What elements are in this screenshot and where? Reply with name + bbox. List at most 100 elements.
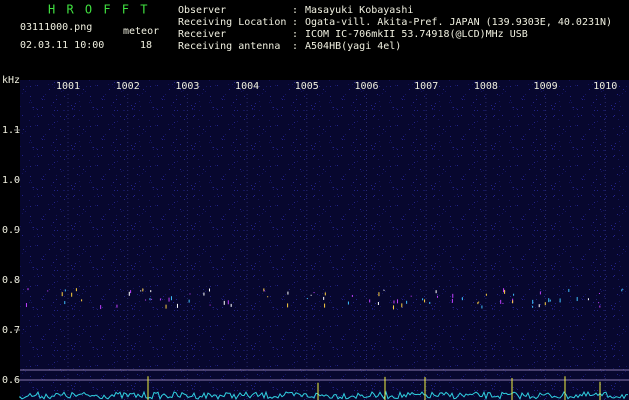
- echo: [621, 289, 623, 292]
- file-name: 03111000.png: [20, 22, 92, 33]
- info-value: ICOM IC-706mkII 53.74918(@LCD)MHz USB: [305, 29, 528, 40]
- echo: [544, 302, 546, 306]
- echo: [452, 293, 454, 298]
- y-tick-label: 0.7: [2, 325, 20, 336]
- info-colon: :: [292, 5, 298, 16]
- echo: [230, 303, 232, 307]
- info-colon: :: [292, 41, 298, 52]
- echo: [451, 298, 453, 303]
- echo: [151, 298, 153, 300]
- x-tick-label: 1004: [235, 81, 259, 92]
- date-time: 02.03.11 10:00: [20, 40, 104, 51]
- echo: [598, 302, 600, 304]
- echo: [130, 290, 132, 294]
- echo: [532, 305, 534, 308]
- echo: [47, 290, 49, 292]
- echo: [313, 292, 315, 294]
- echo: [324, 303, 326, 308]
- echo: [140, 290, 142, 292]
- echo: [406, 300, 408, 304]
- echo: [263, 288, 265, 292]
- x-tick-label: 1007: [414, 81, 438, 92]
- echo: [485, 293, 487, 296]
- info-label: Observer: [178, 5, 226, 16]
- echo: [568, 288, 570, 292]
- meteor-label: meteor: [123, 26, 159, 37]
- info-value: Masayuki Kobayashi: [305, 5, 413, 16]
- echo: [324, 292, 326, 296]
- echo: [532, 299, 534, 304]
- echo: [263, 290, 265, 292]
- echo: [208, 288, 210, 292]
- echo: [397, 299, 399, 304]
- meteor-count: 18: [140, 40, 152, 51]
- x-tick-label: 1006: [354, 81, 378, 92]
- echo: [267, 296, 269, 298]
- echo: [424, 299, 426, 303]
- echo: [576, 297, 578, 302]
- echo: [116, 304, 118, 308]
- echo: [548, 298, 550, 303]
- echo: [159, 298, 161, 301]
- echo: [227, 300, 229, 305]
- echo: [81, 299, 83, 302]
- echo: [377, 301, 379, 305]
- echo: [189, 293, 191, 295]
- y-tick-label: 1.1: [2, 125, 20, 136]
- echo: [410, 295, 412, 297]
- echo: [502, 302, 504, 304]
- echo: [149, 298, 151, 301]
- echo: [478, 301, 480, 303]
- y-tick-label: 0.8: [2, 275, 20, 286]
- echo: [176, 303, 178, 308]
- echo: [383, 289, 385, 291]
- echo: [538, 304, 540, 308]
- y-tick-label: 1.0: [2, 175, 20, 186]
- x-tick-label: 1005: [295, 81, 319, 92]
- echo: [621, 288, 623, 290]
- echo: [559, 298, 561, 303]
- echo: [71, 292, 73, 297]
- y-tick-label: 0.6: [2, 375, 20, 386]
- echo: [539, 291, 541, 295]
- y-tick-label: 0.9: [2, 225, 20, 236]
- echo: [393, 300, 395, 304]
- info-label: Receiving Location: [178, 17, 286, 28]
- echo: [306, 298, 308, 300]
- echo: [323, 296, 325, 300]
- echo: [500, 299, 502, 304]
- echo: [503, 288, 505, 293]
- echo: [599, 305, 601, 308]
- info-colon: :: [292, 17, 298, 28]
- noise-trace: [19, 390, 629, 400]
- info-colon: :: [292, 29, 298, 40]
- info-label: Receiving antenna: [178, 41, 280, 52]
- echo: [188, 299, 190, 303]
- echo: [369, 299, 371, 303]
- echo: [378, 292, 380, 297]
- info-label: Receiver: [178, 29, 226, 40]
- echo: [168, 297, 170, 302]
- echo: [203, 292, 205, 296]
- echo: [435, 290, 437, 294]
- echo: [64, 289, 66, 292]
- echo: [401, 303, 403, 308]
- echo: [165, 304, 167, 309]
- info-value: Ogata-vill. Akita-Pref. JAPAN (139.9303E…: [305, 17, 612, 28]
- echo: [549, 299, 551, 302]
- echo: [75, 288, 77, 292]
- echo: [25, 303, 27, 308]
- x-tick-label: 1003: [175, 81, 199, 92]
- echo: [223, 300, 225, 305]
- echo: [351, 294, 353, 297]
- info-value: A504HB(yagi 4el): [305, 41, 401, 52]
- spectrogram: [20, 80, 629, 400]
- echo: [145, 299, 147, 301]
- echo: [347, 301, 349, 305]
- echo: [481, 305, 483, 309]
- y-unit: kHz: [2, 75, 20, 86]
- echo: [170, 296, 172, 301]
- echo: [436, 295, 438, 298]
- x-tick-label: 1008: [474, 81, 498, 92]
